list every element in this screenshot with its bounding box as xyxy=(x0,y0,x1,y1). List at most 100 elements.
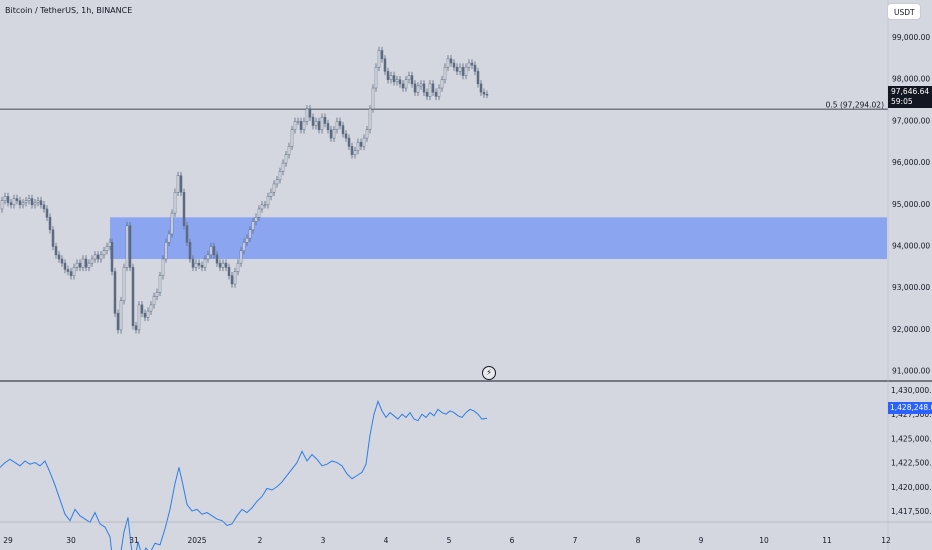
candle-body xyxy=(84,258,88,268)
candle-body xyxy=(36,200,40,203)
candle-body xyxy=(341,125,345,135)
time-axis-tick: 6 xyxy=(510,536,515,545)
candle-body xyxy=(263,204,267,206)
candle-body xyxy=(305,108,309,122)
candle-body xyxy=(242,242,246,251)
candle-body xyxy=(42,204,46,210)
candle-body xyxy=(383,58,387,72)
time-axis-tick: 3 xyxy=(321,536,326,545)
candle-body xyxy=(75,262,79,268)
candle-body xyxy=(218,262,222,268)
candle-body xyxy=(215,254,219,264)
candle-body xyxy=(413,83,417,93)
candle-body xyxy=(329,129,333,139)
time-axis-tick: 5 xyxy=(447,536,452,545)
candle-body xyxy=(302,121,306,130)
candle-body xyxy=(152,296,156,306)
candle-body xyxy=(377,50,381,68)
candle-body xyxy=(290,129,294,147)
candle-body xyxy=(389,75,393,80)
candle-body xyxy=(362,137,366,147)
price-axis-tick: 99,000.00 xyxy=(892,33,930,42)
candle-body xyxy=(173,192,177,214)
symbol-title[interactable]: Bitcoin / TetherUS, 1h, BINANCE xyxy=(5,6,133,15)
candle-body xyxy=(149,304,153,312)
candle-body xyxy=(350,146,354,156)
candle-body xyxy=(179,175,183,193)
price-axis-tick: 97,000.00 xyxy=(892,116,930,125)
candle-body xyxy=(398,79,402,85)
candle-body xyxy=(434,91,438,97)
time-axis-tick: 30 xyxy=(66,536,76,545)
candle-body xyxy=(18,200,22,206)
candle-body xyxy=(39,200,43,206)
candle-body xyxy=(317,121,321,130)
candle-body xyxy=(251,221,255,231)
candle-body xyxy=(185,225,189,243)
lightning-icon[interactable]: ⚡ xyxy=(482,366,496,380)
candle-body xyxy=(347,137,351,147)
candle-body xyxy=(260,204,264,210)
obv-series-line xyxy=(0,399,488,550)
currency-button[interactable]: USDT xyxy=(887,3,921,20)
candle-body xyxy=(269,192,273,197)
candle-body xyxy=(392,75,396,83)
candle-body xyxy=(323,116,327,124)
candle-body xyxy=(78,262,82,268)
candle-body xyxy=(320,116,324,130)
candle-body xyxy=(380,50,384,60)
candle-body xyxy=(449,58,453,64)
candle-body xyxy=(455,66,459,72)
candle-body xyxy=(230,275,234,285)
time-axis-tick: 8 xyxy=(636,536,641,545)
candle-body xyxy=(9,202,13,206)
candle-body xyxy=(293,121,297,130)
candle-body xyxy=(12,198,16,206)
candle-body xyxy=(158,275,162,293)
candle-body xyxy=(299,121,303,130)
candle-body xyxy=(57,254,61,260)
candle-body xyxy=(110,242,114,272)
candle-body xyxy=(371,87,375,110)
candle-body xyxy=(170,212,174,235)
candle-body xyxy=(353,150,357,156)
candle-body xyxy=(407,75,411,80)
candle-body xyxy=(54,246,58,256)
candle-body xyxy=(356,142,360,151)
candle-body xyxy=(443,66,447,80)
candle-body xyxy=(422,83,426,93)
candle-body xyxy=(365,129,369,139)
candle-body xyxy=(134,325,138,331)
candle-body xyxy=(45,208,49,218)
candle-body xyxy=(458,66,462,72)
candle-body xyxy=(24,200,28,203)
candle-body xyxy=(401,83,405,89)
candle-body xyxy=(374,66,378,89)
candle-body xyxy=(105,246,109,251)
candle-countdown: 59:05 xyxy=(891,97,913,106)
candle-body xyxy=(203,258,207,268)
candle-body xyxy=(90,258,94,264)
candle-body xyxy=(266,196,270,206)
candle-body xyxy=(191,258,195,268)
time-axis-tick: 29 xyxy=(3,536,13,545)
time-axis-tick: 2025 xyxy=(187,536,206,545)
time-axis-tick: 9 xyxy=(699,536,704,545)
candle-body xyxy=(275,179,279,185)
time-axis-tick: 12 xyxy=(881,536,891,545)
candle-body xyxy=(197,262,201,266)
obv-axis-tick: 1,430,000.00 xyxy=(891,386,932,395)
candle-body xyxy=(482,91,486,95)
candle-body xyxy=(470,62,474,66)
candle-body xyxy=(66,269,70,272)
candle-body xyxy=(182,192,186,226)
candle-body xyxy=(395,79,399,83)
candle-body xyxy=(143,312,147,318)
candle-body xyxy=(479,83,483,93)
candle-body xyxy=(272,183,276,193)
candle-body xyxy=(119,300,123,331)
candle-body xyxy=(102,250,106,256)
candle-body xyxy=(446,58,450,68)
obv-axis-tick: 1,427,500.00 xyxy=(891,410,932,419)
